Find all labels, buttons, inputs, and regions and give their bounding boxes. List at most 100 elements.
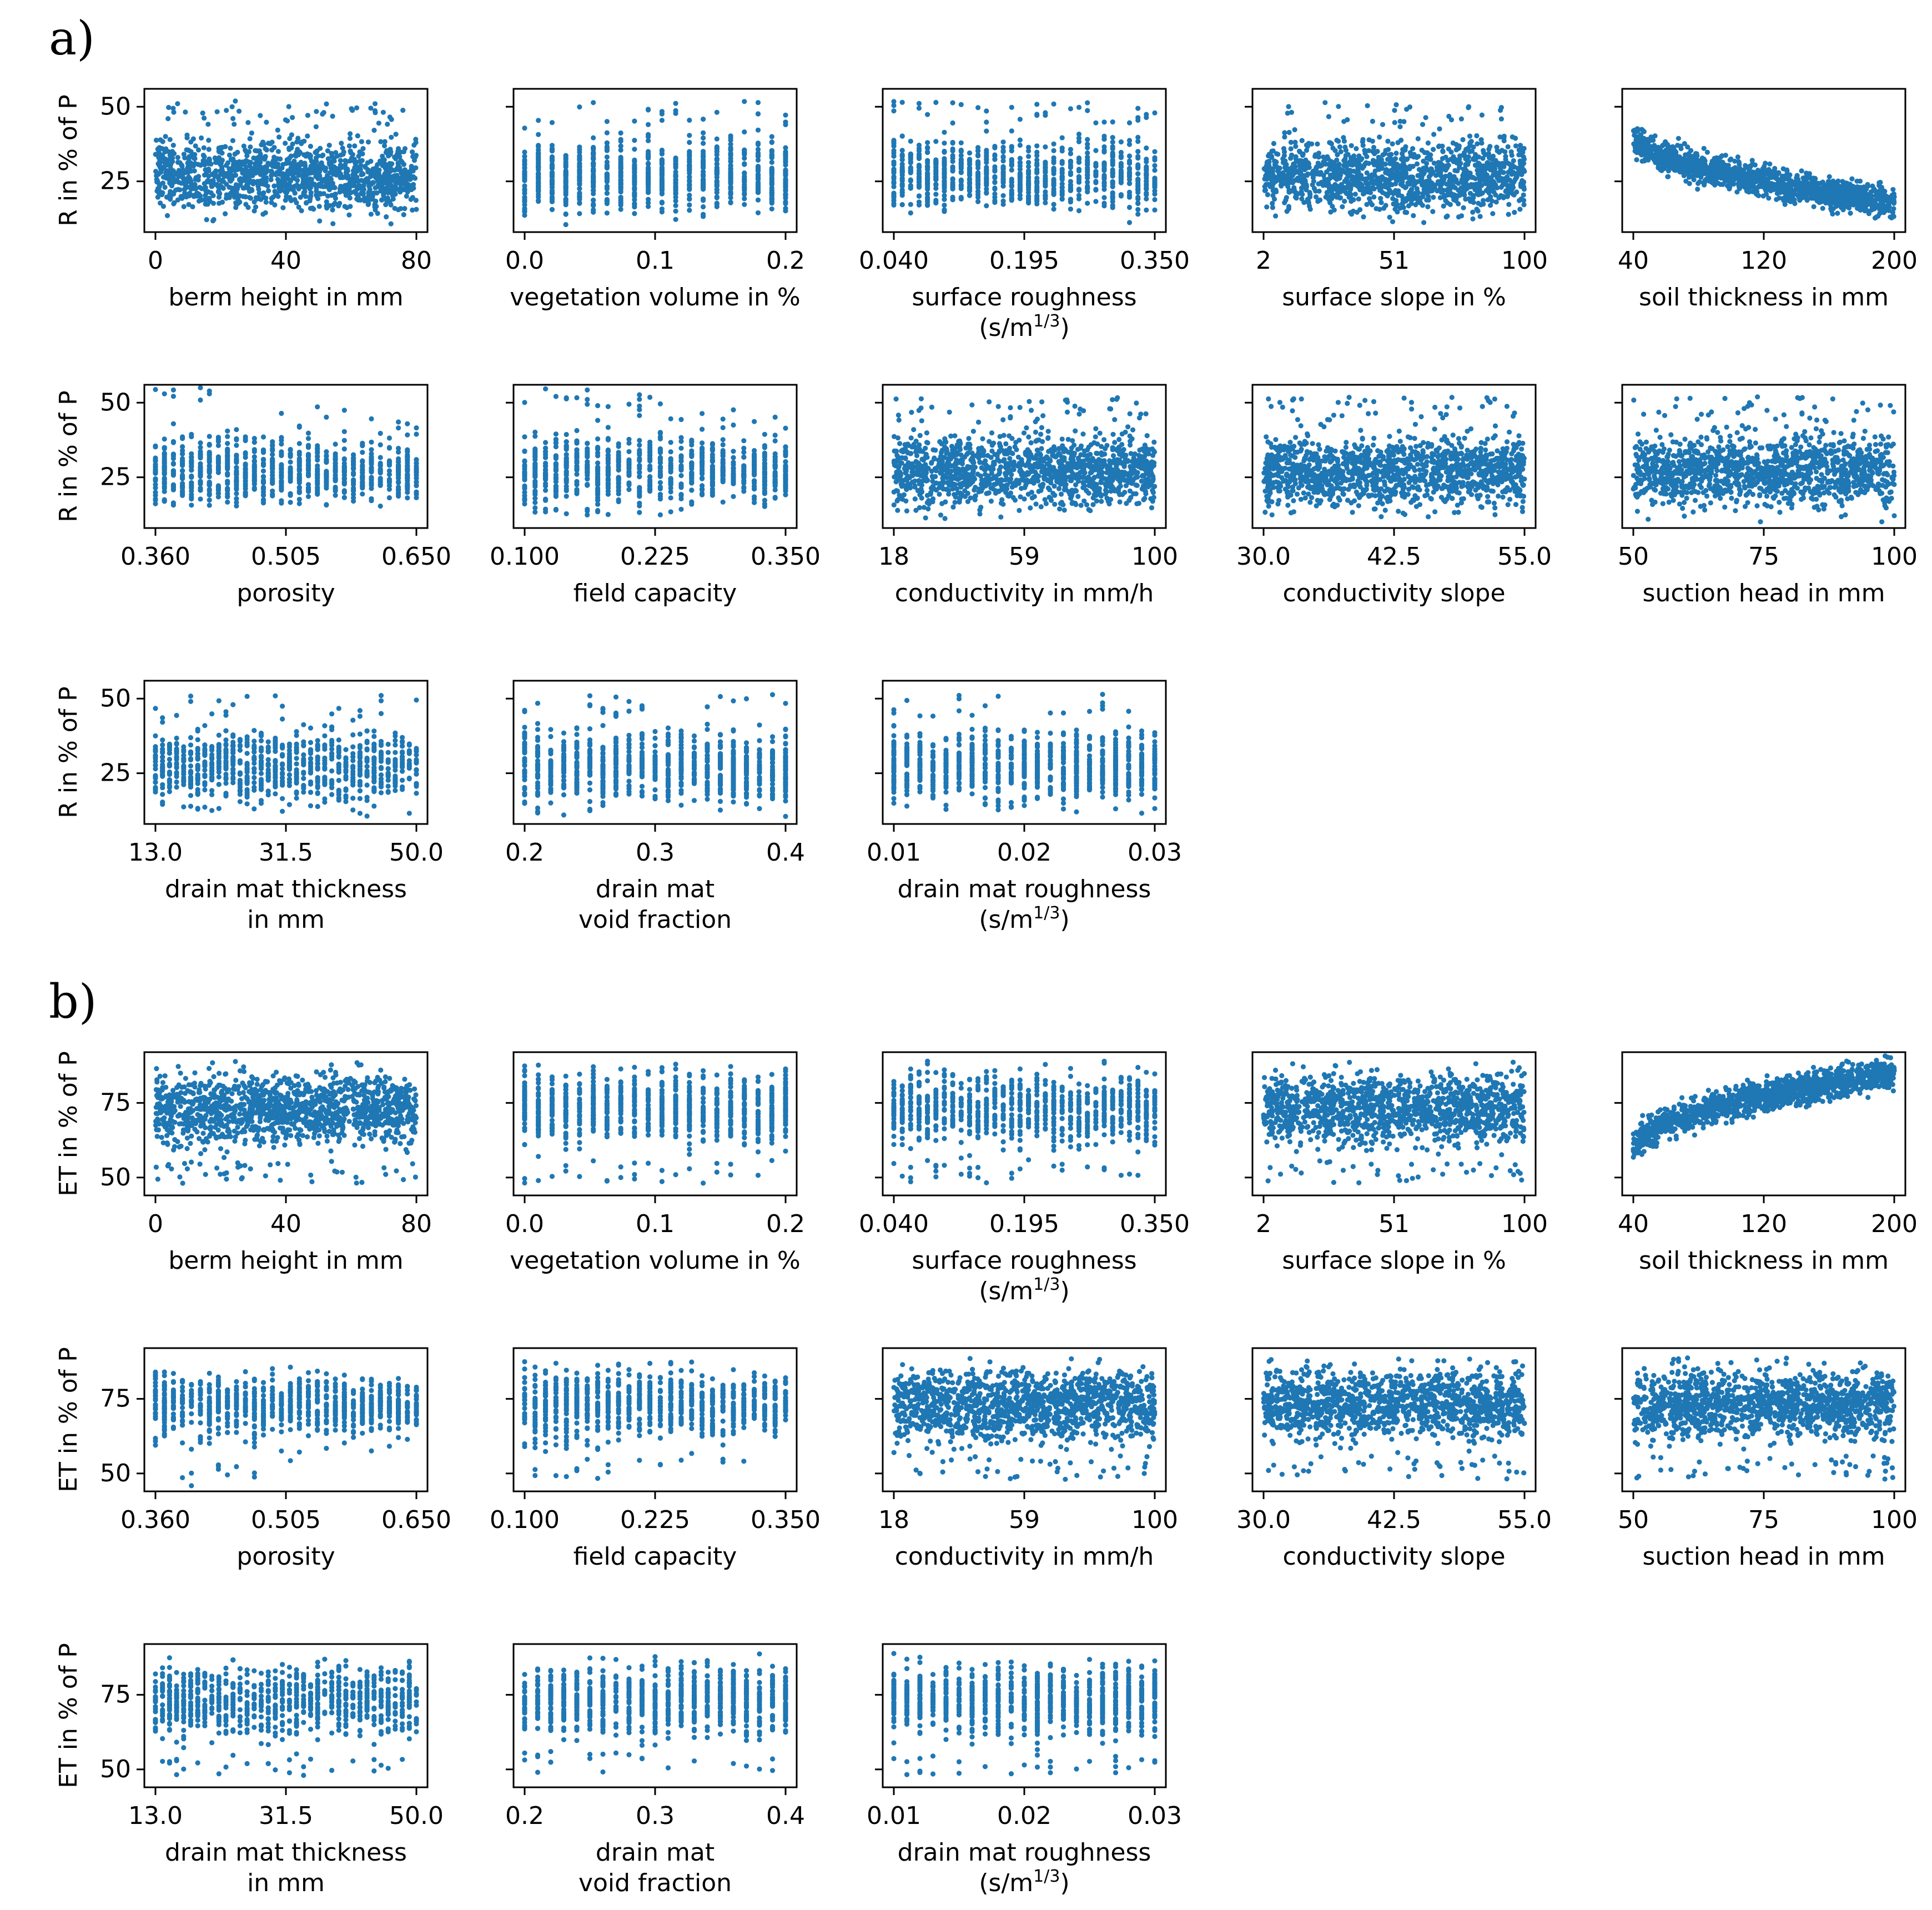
data-point [536,199,541,204]
data-point [187,167,193,173]
scatter-points [891,99,1158,225]
data-point [1512,209,1517,215]
data-point [258,113,263,118]
data-point [646,173,651,179]
data-point [1300,192,1305,197]
data-point [199,197,205,203]
data-point [1135,154,1141,159]
data-point [1505,184,1511,189]
data-point [295,162,301,167]
data-point [374,190,380,196]
data-point [397,165,402,170]
data-point [254,155,260,161]
data-point [1101,137,1107,142]
data-point [984,172,989,177]
data-point [368,105,374,111]
data-point [271,145,277,150]
data-point [214,109,220,114]
data-point [316,204,322,209]
data-point [1390,219,1396,224]
data-point [289,161,295,167]
data-point [237,108,242,114]
data-point [182,155,188,160]
data-point [344,205,350,210]
data-point [206,147,212,152]
data-point [292,184,298,189]
data-point [1513,174,1519,180]
data-point [728,200,733,205]
data-point [687,164,692,169]
data-point [1520,178,1525,183]
data-point [536,187,541,192]
data-point [404,193,409,199]
data-point [950,120,955,126]
data-point [701,204,706,210]
data-point [1152,168,1158,173]
data-point [206,166,212,172]
data-point [522,154,527,159]
data-point [958,102,964,107]
data-point [1695,187,1700,192]
data-point [1272,159,1278,164]
data-point [522,159,527,164]
data-point [1457,162,1462,168]
data-point [329,193,335,198]
data-point [1456,214,1462,220]
data-point [714,182,720,188]
data-point [714,187,720,193]
data-point [549,188,555,193]
data-point [350,179,356,184]
data-point [1135,105,1141,111]
data-point [186,174,192,180]
data-point [755,168,761,173]
data-point [646,197,651,202]
data-point [632,118,637,124]
data-point [577,104,582,110]
data-point [1516,147,1522,153]
data-point [604,184,610,189]
data-point [891,167,897,172]
data-point [1704,149,1710,155]
data-point [604,210,610,216]
data-point [1101,180,1107,186]
data-point [280,205,286,210]
data-point [714,136,720,142]
data-point [250,169,255,175]
data-point [1383,177,1388,182]
data-point [380,109,386,115]
data-point [1492,158,1497,164]
data-point [1289,152,1295,158]
data-point [308,196,313,202]
data-point [190,204,195,209]
data-point [1381,205,1387,211]
data-point [376,120,382,126]
data-point [175,155,180,160]
data-point [275,194,281,199]
data-point [1820,205,1825,211]
data-point [701,165,706,170]
data-point [1264,204,1270,210]
data-point [308,163,314,169]
data-point [1076,135,1082,141]
data-point [175,187,181,192]
data-point [1516,170,1522,175]
data-point [659,169,665,175]
data-point [1336,104,1341,109]
data-point [701,198,706,203]
data-point [1426,156,1432,162]
data-point [317,218,323,224]
data-point [755,153,761,158]
data-point [1093,120,1099,125]
data-point [190,154,195,159]
data-point [409,175,415,180]
data-point [365,202,371,207]
data-point [1291,167,1296,172]
data-point [942,161,947,167]
data-point [659,178,665,184]
data-point [1392,207,1398,212]
data-point [577,168,582,173]
data-point [1339,187,1345,193]
data-point [992,179,998,185]
data-point [1085,173,1090,178]
data-point [324,205,330,211]
